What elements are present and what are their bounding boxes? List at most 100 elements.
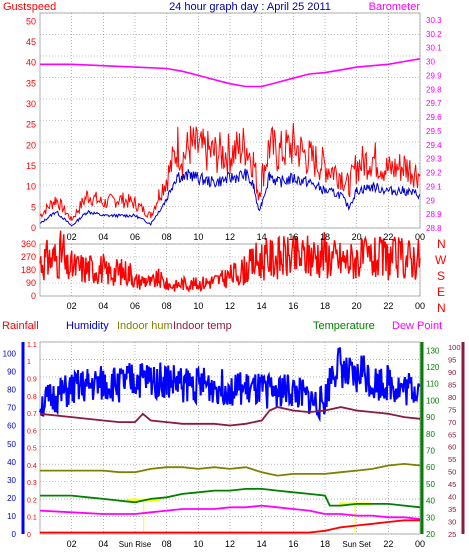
baro-y-tick: 29.6 <box>426 113 442 122</box>
indoor-temp-label: Indoor temp <box>173 320 232 332</box>
baro-y-tick: 28.8 <box>426 224 442 233</box>
gust-y-tick: 10 <box>26 182 36 192</box>
dew-y-tick: 25 <box>448 530 456 539</box>
humidity-y-tick: 100 <box>3 350 17 359</box>
gust-y-tick: 30 <box>26 99 36 109</box>
indoor_temp-series-line <box>39 406 421 427</box>
gust-y-tick: 45 <box>26 37 36 47</box>
temp-panel-x-tick: Sun Rise <box>119 540 152 549</box>
barometer-label: Barometer <box>369 1 421 13</box>
temp-panel-x-tick: 02 <box>67 539 77 549</box>
temp-y-tick: 40 <box>426 497 435 506</box>
humidity-y-tick: 30 <box>7 476 16 485</box>
baro-y-tick: 29.4 <box>426 141 442 150</box>
baro-y-tick: 30.3 <box>426 16 442 25</box>
temp-panel-x-tick: 00 <box>415 539 425 549</box>
dew-y-tick: 80 <box>448 393 456 402</box>
direction-panel-x-tick: 14 <box>257 301 267 311</box>
direction-panel-x-tick: 08 <box>162 301 172 311</box>
rain-y-tick: 1 <box>27 359 31 366</box>
temp-y-tick: 60 <box>426 463 435 472</box>
gust-y-tick: 15 <box>26 161 36 171</box>
direction-y-tick: 90 <box>26 278 36 288</box>
dew-y-tick: 70 <box>448 418 456 427</box>
baro-y-tick: 29.9 <box>426 71 442 80</box>
temp-y-tick: 110 <box>426 380 439 389</box>
direction-y-tick: 0 <box>31 291 36 301</box>
wind-panel-x-tick: 04 <box>98 232 108 242</box>
direction-y-tick: 270 <box>21 252 36 262</box>
rain-y-tick: 1.1 <box>27 342 37 349</box>
rain-y-tick: 0.3 <box>27 480 37 487</box>
humidity-y-tick: 60 <box>7 422 16 431</box>
baro-y-tick: 29.2 <box>426 169 442 178</box>
gust-y-tick: 25 <box>26 120 36 130</box>
gust-y-tick: 20 <box>26 140 36 150</box>
wind-panel-x-tick: 16 <box>288 232 298 242</box>
dew-y-tick: 65 <box>448 430 456 439</box>
humidity-y-tick: 20 <box>7 494 16 503</box>
dew-y-tick: 100 <box>448 343 461 352</box>
temp-y-tick: 100 <box>426 396 440 405</box>
wind-panel-x-tick: 06 <box>130 232 140 242</box>
wind-panel-x-tick: 12 <box>225 232 235 242</box>
wind-panel-x-tick: 00 <box>415 232 425 242</box>
rain-series-line <box>40 519 420 534</box>
rain-y-tick: 0.6 <box>27 428 37 435</box>
temp-panel-x-tick: Sun Set <box>342 540 371 549</box>
dew_point-series-line <box>39 504 421 520</box>
temp-y-tick: 130 <box>426 346 440 355</box>
rain-y-tick: 0.1 <box>27 515 37 522</box>
humidity-y-tick: 0 <box>12 530 17 539</box>
temp-panel-x-tick: 16 <box>288 539 298 549</box>
baro-y-tick: 30.1 <box>426 44 442 53</box>
baro-y-tick: 29.3 <box>426 155 442 164</box>
wind-panel-x-tick: 08 <box>162 232 172 242</box>
baro-series-line <box>40 58 421 88</box>
page-title: 24 hour graph day : April 25 2011 <box>169 1 331 13</box>
temperature-label: Temperature <box>313 320 375 332</box>
temp-panel-x-tick: 08 <box>162 539 172 549</box>
wind-series-line <box>39 168 421 227</box>
rain-y-tick: 0.7 <box>27 411 37 418</box>
rain-y-tick: 0.5 <box>27 446 37 453</box>
baro-y-tick: 29.7 <box>426 99 442 108</box>
direction-panel-x-tick: 22 <box>383 301 393 311</box>
baro-y-tick: 29 <box>426 196 435 205</box>
gust-y-tick: 0 <box>31 223 36 233</box>
dew-point-label: Dew Point <box>392 320 442 332</box>
gust-y-tick: 50 <box>26 16 36 26</box>
wind-panel-x-tick: 02 <box>67 232 77 242</box>
wind-panel-x-tick: 22 <box>383 232 393 242</box>
dew-y-tick: 90 <box>448 368 456 377</box>
wind-panel-x-tick: 18 <box>320 232 330 242</box>
humidity-y-tick: 10 <box>7 512 16 521</box>
temp-panel-x-tick: 10 <box>193 539 203 549</box>
direction-panel-x-tick: 06 <box>130 301 140 311</box>
direction-panel-x-tick: 00 <box>415 301 425 311</box>
direction-series-line <box>39 230 421 293</box>
gust-y-tick: 40 <box>26 58 36 68</box>
wind-panel-x-tick: 10 <box>193 232 203 242</box>
temperature-series-line <box>40 488 421 509</box>
gust-y-tick: 5 <box>31 202 36 212</box>
humidity-y-tick: 80 <box>7 386 16 395</box>
gust-series-line <box>39 122 421 222</box>
dew-y-tick: 40 <box>448 493 456 502</box>
dew-y-tick: 95 <box>448 355 456 364</box>
direction-panel-x-tick: 10 <box>193 301 203 311</box>
direction-panel-x-tick: 20 <box>352 301 362 311</box>
gust-y-tick: 35 <box>26 78 36 88</box>
baro-y-tick: 30.2 <box>426 30 442 39</box>
temp-panel-x-tick: 14 <box>257 539 267 549</box>
wind-panel-x-tick: 14 <box>257 232 267 242</box>
temp-y-tick: 80 <box>426 430 435 439</box>
dew-y-tick: 60 <box>448 443 456 452</box>
rain-y-tick: 0.2 <box>27 497 37 504</box>
temp-panel-x-tick: 22 <box>383 539 393 549</box>
temp-panel-x-tick: 18 <box>320 539 330 549</box>
direction-y-tick: 180 <box>21 265 36 275</box>
dew-y-tick: 55 <box>448 455 456 464</box>
